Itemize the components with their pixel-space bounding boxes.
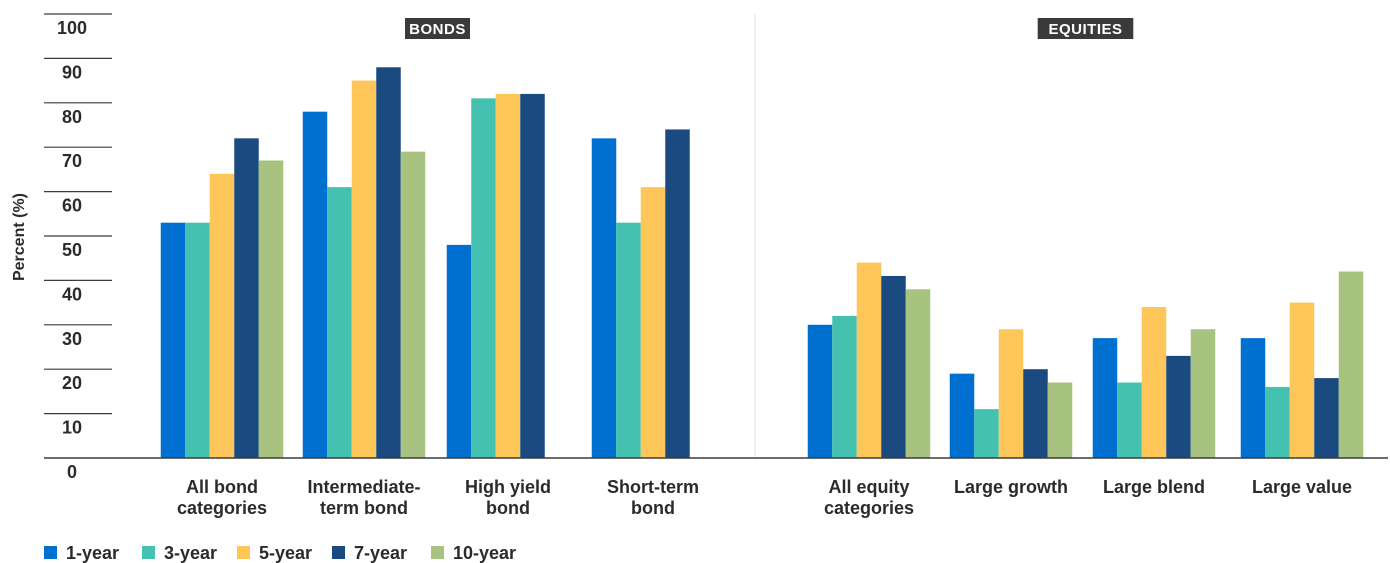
y-axis: 0 10 20 30 40 50 60 70 80 90 100 (44, 13, 112, 482)
bar-1-year (949, 373, 975, 458)
bar-1-year (1092, 338, 1118, 458)
bar-5-year (351, 80, 377, 458)
bar-7-year (1314, 378, 1339, 458)
y-tick-label: 10 (62, 418, 82, 438)
category-label-line: All bond (186, 477, 258, 497)
group-badge: BONDS (405, 18, 470, 39)
legend-swatch (142, 546, 155, 559)
y-tick-label: 60 (62, 196, 82, 216)
category-label: All equity categories (824, 477, 914, 518)
category-label-line: Large blend (1103, 477, 1205, 497)
bar-10-year (258, 160, 284, 458)
legend-label: 10-year (453, 543, 516, 563)
bar-3-year (1117, 382, 1142, 458)
category-label-line: Large value (1252, 477, 1352, 497)
category-label-line: Intermediate- (307, 477, 420, 497)
bar-3-year (974, 409, 999, 458)
category-label: Short-term bond (607, 477, 699, 518)
category-label: Large growth (954, 477, 1068, 497)
category-label: Large value (1252, 477, 1352, 497)
y-tick-label: 40 (62, 284, 82, 304)
bar-7-year (881, 275, 906, 458)
y-tick-label: 0 (67, 462, 77, 482)
bar-5-year (856, 262, 882, 458)
y-tick-label: 20 (62, 373, 82, 393)
y-tick-label: 70 (62, 151, 82, 171)
bar-3-year (471, 98, 496, 459)
bar-10-year (905, 289, 931, 458)
bar-7-year (376, 67, 401, 458)
bar-7-year (234, 138, 259, 458)
legend: 1-year 3-year 5-year 7-year 10-year (44, 543, 516, 563)
bar-1-year (160, 222, 186, 458)
bar-3-year (185, 222, 210, 458)
group-labels: BONDS EQUITIES (405, 18, 1134, 39)
bars (160, 67, 1364, 459)
category-label: All bond categories (177, 477, 267, 518)
bar-1-year (591, 138, 617, 458)
bar-5-year (998, 329, 1024, 458)
group-badge-bg (1037, 18, 1134, 39)
category-label: Intermediate-term bond (307, 477, 420, 518)
legend-label: 1-year (66, 543, 119, 563)
bar-5-year (640, 187, 666, 458)
bar-7-year (1166, 355, 1191, 458)
bar-7-year (1023, 369, 1048, 458)
y-tick-label: 50 (62, 240, 82, 260)
legend-item: 3-year (142, 543, 217, 563)
bar-5-year (1289, 302, 1315, 458)
y-tick-label: 30 (62, 329, 82, 349)
legend-item: 7-year (332, 543, 407, 563)
y-axis-label: Percent (%) (11, 193, 28, 281)
category-label-line: bond (631, 498, 675, 518)
legend-swatch (431, 546, 444, 559)
bar-1-year (807, 324, 833, 458)
category-label: Large blend (1103, 477, 1205, 497)
category-label-line: term bond (320, 498, 408, 518)
legend-item: 1-year (44, 543, 119, 563)
y-tick-label: 90 (62, 62, 82, 82)
y-tick-label: 80 (62, 107, 82, 127)
bar-3-year (327, 187, 352, 458)
category-label-line: Short-term (607, 477, 699, 497)
bar-5-year (1141, 307, 1167, 458)
group-label: BONDS (409, 21, 466, 38)
bar-10-year (1338, 271, 1364, 458)
group-badge: EQUITIES (1037, 18, 1134, 39)
category-label-line: High yield (465, 477, 551, 497)
legend-label: 5-year (259, 543, 312, 563)
bar-3-year (616, 222, 641, 458)
bar-5-year (209, 173, 235, 458)
bar-10-year (1047, 382, 1073, 458)
legend-item: 5-year (237, 543, 312, 563)
legend-swatch (44, 546, 57, 559)
category-label: High yield bond (465, 477, 551, 518)
bar-3-year (1265, 386, 1290, 458)
group-badge-bg (405, 18, 470, 39)
bar-10-year (1190, 329, 1216, 458)
group-label: EQUITIES (1048, 21, 1122, 38)
bar-10-year (400, 151, 426, 458)
bar-1-year (302, 111, 328, 459)
legend-label: 7-year (354, 543, 407, 563)
bar-7-year (665, 129, 690, 458)
bar-7-year (520, 93, 545, 459)
category-label-line: bond (486, 498, 530, 518)
bar-3-year (832, 315, 857, 458)
category-label-line: categories (177, 498, 267, 518)
category-label-line: categories (824, 498, 914, 518)
bar-1-year (1240, 338, 1266, 458)
legend-swatch (332, 546, 345, 559)
bar-1-year (446, 244, 472, 458)
legend-label: 3-year (164, 543, 217, 563)
category-label-line: All equity (828, 477, 909, 497)
y-tick-label: 100 (57, 18, 87, 38)
legend-item: 10-year (431, 543, 516, 563)
legend-swatch (237, 546, 250, 559)
category-label-line: Large growth (954, 477, 1068, 497)
bar-5-year (495, 93, 521, 459)
